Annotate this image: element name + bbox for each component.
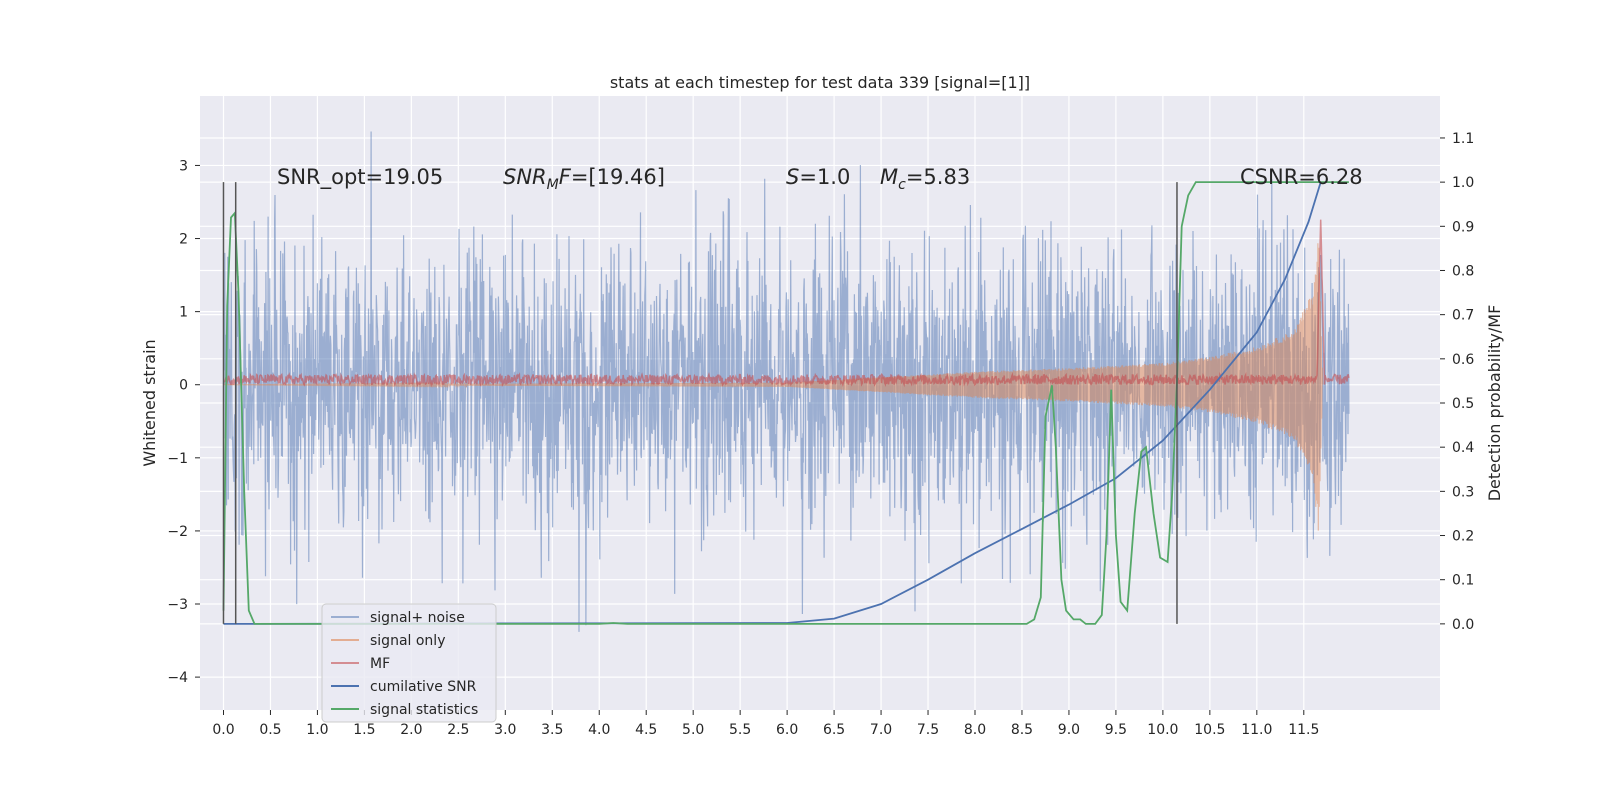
y-tick-label: 0 [179,378,188,394]
x-tick-label: 3.5 [541,722,563,738]
x-tick-label: 9.5 [1105,722,1127,738]
y2-axis-ticks: 0.0 0.1 0.2 0.3 0.4 0.5 0.6 0.7 0.8 0.9 1.0 1.1 [1440,131,1474,633]
x-tick-label: 6.0 [776,722,798,738]
x-tick-label: 1.0 [306,722,328,738]
x-tick-label: 5.5 [729,722,751,738]
vertical-markers [222,182,1178,624]
x-tick-label: 0.5 [259,722,281,738]
annotation-snr-mf: SNRMF=[19.46] [503,165,665,193]
y2-tick-label: 0.6 [1452,352,1474,368]
y-axis-ticks: −4 −3 −2 −1 0 1 2 3 [167,158,200,686]
x-tick-label: 7.5 [917,722,939,738]
x-tick-label: 2.5 [447,722,469,738]
y-tick-label: −3 [167,597,188,613]
y2-tick-label: 1.1 [1452,131,1474,147]
chart-title: stats at each timestep for test data 339… [610,73,1030,92]
series-mf [222,219,1350,388]
x-tick-label: 2.0 [400,722,422,738]
y2-axis-label: Detection probability/MF [1485,305,1504,502]
y-tick-label: 3 [179,158,188,174]
y2-tick-label: 0.9 [1452,219,1474,235]
y-tick-label: −2 [167,524,188,540]
x-tick-label: 10.5 [1194,722,1225,738]
y-tick-label: −1 [167,451,188,467]
annotation-csnr: CSNR=6.28 [1240,165,1363,189]
legend-label-signal-noise: signal+ noise [370,610,465,626]
y2-tick-label: 0.5 [1452,396,1474,412]
y2-tick-label: 1.0 [1452,175,1474,191]
series-layer [222,131,1350,632]
x-tick-label: 3.0 [494,722,516,738]
series-cumulative-snr [223,181,1322,625]
x-tick-label: 0.0 [212,722,234,738]
y-tick-label: −4 [167,670,188,686]
series-signal-noise [222,131,1350,632]
legend: signal+ noise signal only MF cumilative … [321,603,497,723]
x-tick-label: 8.0 [964,722,986,738]
series-signal-only [223,243,1324,531]
annotation-spin: S=1.0 [786,165,850,189]
x-axis-ticks: 0.0 0.5 1.0 1.5 2.0 2.5 3.0 3.5 4.0 4.5 5.0 5.5 6.0 6… [212,710,1319,738]
x-tick-label: 4.5 [635,722,657,738]
x-tick-label: 11.0 [1241,722,1272,738]
y2-tick-label: 0.2 [1452,529,1474,545]
y-tick-label: 1 [179,305,188,321]
y2-tick-label: 0.3 [1452,484,1474,500]
y2-tick-label: 0.4 [1452,440,1474,456]
y2-tick-label: 0.0 [1452,617,1474,633]
x-tick-label: 11.5 [1288,722,1319,738]
y-tick-label: 2 [179,232,188,248]
legend-label-mf: MF [370,656,390,672]
y2-tick-label: 0.1 [1452,573,1474,589]
x-tick-label: 10.0 [1147,722,1178,738]
y-axis-label: Whitened strain [140,339,159,466]
annotation-snr-opt: SNR_opt=19.05 [277,165,443,190]
x-tick-label: 4.0 [588,722,610,738]
legend-box [321,603,497,723]
y2-tick-label: 0.7 [1452,308,1474,324]
x-tick-label: 7.0 [870,722,892,738]
legend-label-cumulative-snr: cumilative SNR [370,679,477,695]
x-tick-label: 6.5 [823,722,845,738]
y2-tick-label: 0.8 [1452,263,1474,279]
legend-label-signal-statistics: signal statistics [370,702,478,718]
x-tick-label: 1.5 [353,722,375,738]
x-tick-label: 8.5 [1011,722,1033,738]
legend-label-signal-only: signal only [370,633,445,649]
x-tick-label: 5.0 [682,722,704,738]
annotation-chirp-mass: Mc=5.83 [880,165,970,193]
x-tick-label: 9.0 [1058,722,1080,738]
series-signal-statistics [222,181,1349,625]
